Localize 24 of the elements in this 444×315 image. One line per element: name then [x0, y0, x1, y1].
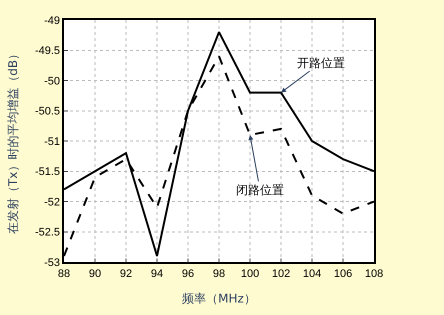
- series-label: 闭路位置: [236, 183, 284, 197]
- x-tick-label: 104: [302, 268, 322, 280]
- x-tick-label: 88: [58, 268, 70, 280]
- x-tick-label: 94: [150, 268, 164, 280]
- x-tick-label: 92: [120, 268, 132, 280]
- x-tick-label: 98: [212, 268, 226, 280]
- y-tick-label: -50.5: [34, 106, 60, 118]
- x-tick-label: 106: [334, 268, 352, 280]
- y-tick-label: -50: [44, 75, 60, 88]
- y-tick-label: -49.5: [34, 45, 60, 58]
- x-tick-label: 102: [272, 268, 290, 280]
- y-axis-title: 在发射（Tx）时的平均增益（dB）: [6, 48, 20, 234]
- x-axis-title: 频率（MHz）: [182, 291, 256, 306]
- x-tick-label: 100: [240, 268, 260, 280]
- y-tick-label: -49: [44, 14, 60, 27]
- y-tick-label: -53: [44, 256, 60, 269]
- x-tick-label: 90: [88, 268, 102, 280]
- y-tick-label: -51: [44, 136, 60, 148]
- x-tick-label: 96: [182, 268, 194, 280]
- y-tick-label: -52: [44, 196, 60, 208]
- text: 开路位置: [297, 56, 345, 70]
- y-tick-label: -52.5: [34, 226, 60, 239]
- y-tick-label: -51.5: [34, 166, 60, 178]
- x-tick-label: 108: [364, 268, 384, 280]
